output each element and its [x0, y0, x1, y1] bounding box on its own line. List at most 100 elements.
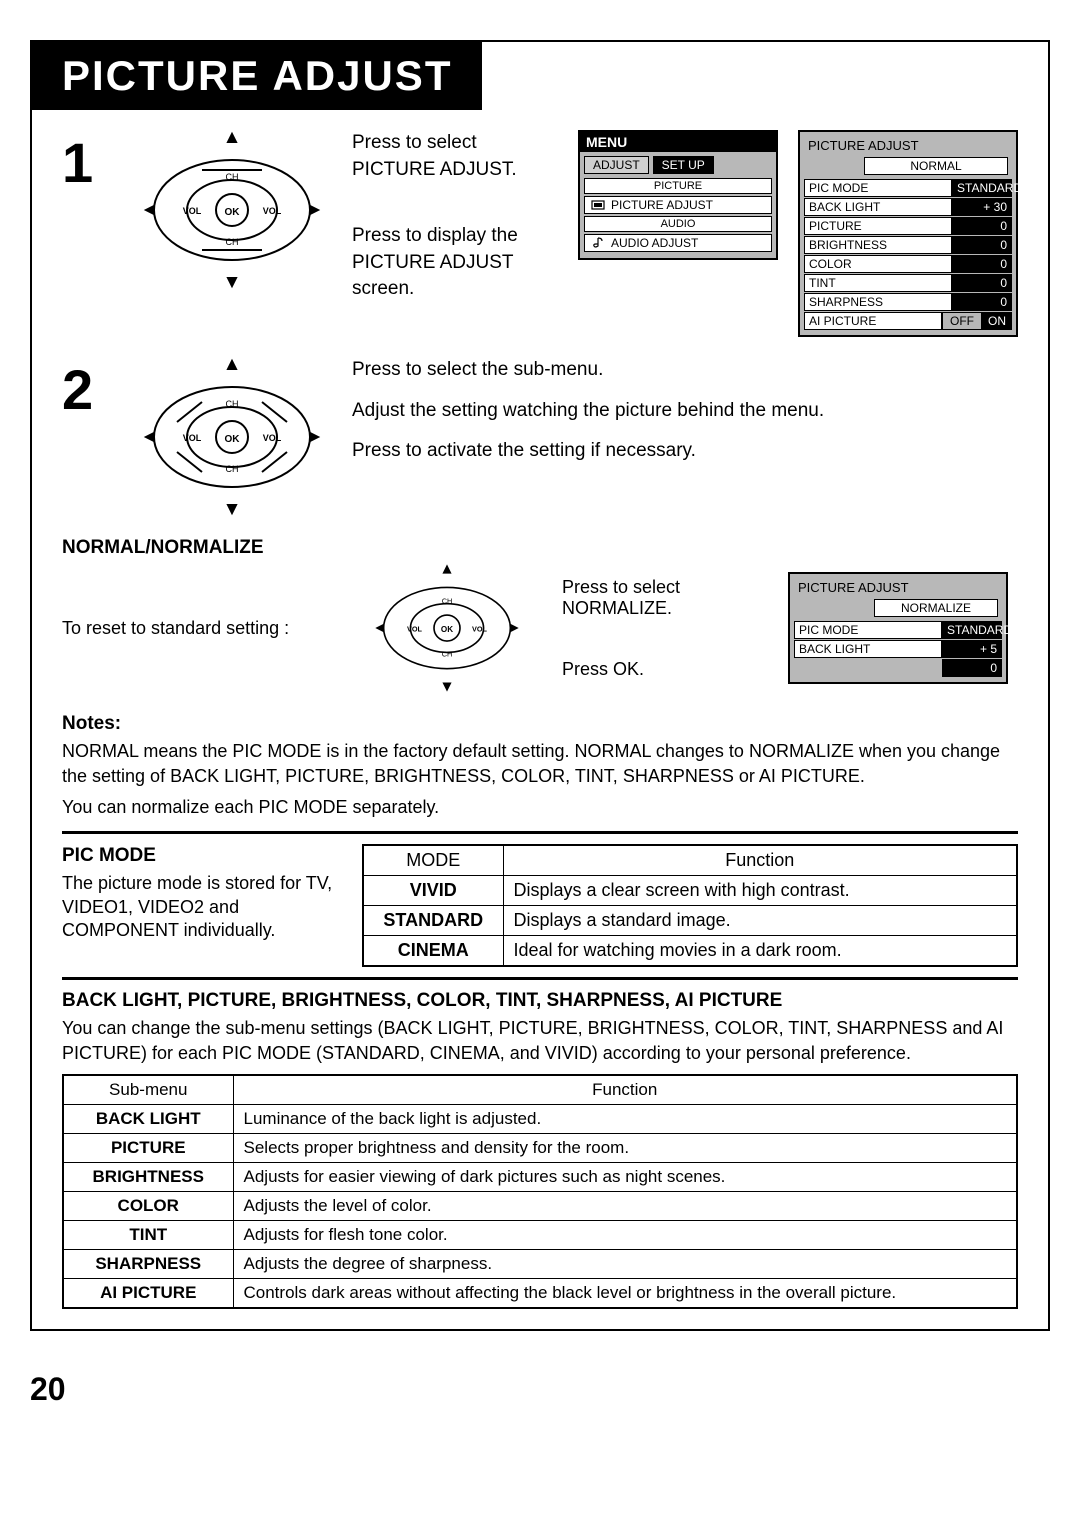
normalize-panel: PICTURE ADJUST NORMALIZE PIC MODESTANDAR…	[788, 572, 1008, 684]
normalize-label: BACK LIGHT	[794, 640, 942, 658]
normalize-value: STANDARD	[942, 621, 1002, 639]
pic-mode-heading: PIC MODE	[62, 844, 342, 869]
adjust-label: BACK LIGHT	[804, 198, 952, 216]
table-row: PICTURE	[63, 1133, 233, 1162]
step-1: 1 OK VOL VOL CH CH	[62, 130, 1018, 337]
step2-line2: Adjust the setting watching the picture …	[352, 398, 1018, 425]
table-row: Displays a clear screen with high contra…	[503, 875, 1017, 905]
svg-text:CH: CH	[226, 464, 239, 474]
normalize-extra-val: 0	[942, 659, 1002, 677]
pic-mode-section: PIC MODE The picture mode is stored for …	[62, 844, 1018, 967]
dpad-icon: OK VOL VOL CH CH	[142, 130, 322, 290]
normalize-btn[interactable]: NORMALIZE	[874, 599, 998, 617]
svg-text:OK: OK	[225, 434, 241, 445]
dpad-icon-3: OK VOL VOL CH CH	[372, 563, 522, 693]
table-row: AI PICTURE	[63, 1278, 233, 1308]
table-row: Adjusts for easier viewing of dark pictu…	[233, 1162, 1017, 1191]
dpad-icon-2: OK VOL VOL CH CH	[142, 357, 322, 517]
backlight-desc: You can change the sub-menu settings (BA…	[62, 1016, 1018, 1066]
table-row: BACK LIGHT	[63, 1104, 233, 1133]
adjust-title: PICTURE ADJUST	[804, 136, 1012, 155]
ai-off[interactable]: OFF	[942, 312, 982, 330]
svg-text:CH: CH	[226, 237, 239, 247]
step-1-number: 1	[62, 130, 112, 195]
normalize-panel-title: PICTURE ADJUST	[794, 578, 1002, 597]
ai-on[interactable]: ON	[982, 312, 1012, 330]
table-row: VIVID	[363, 875, 503, 905]
sub-menu-table: Sub-menu Function BACK LIGHTLuminance of…	[62, 1074, 1018, 1309]
menu-picture-adjust[interactable]: PICTURE ADJUST	[584, 196, 772, 214]
svg-text:CH: CH	[226, 172, 239, 182]
step-2-number: 2	[62, 357, 112, 422]
adjust-value: STANDARD	[952, 179, 1012, 197]
table-row: BRIGHTNESS	[63, 1162, 233, 1191]
adjust-label: BRIGHTNESS	[804, 236, 952, 254]
picture-icon	[591, 198, 605, 212]
svg-text:OK: OK	[225, 207, 241, 218]
svg-text:OK: OK	[441, 625, 453, 634]
page-number: 20	[30, 1371, 1080, 1408]
notes-line1: NORMAL means the PIC MODE is in the fact…	[62, 739, 1018, 789]
adjust-value: + 30	[952, 198, 1012, 216]
normalize-heading: NORMAL/NORMALIZE	[62, 537, 1018, 559]
normalize-value: + 5	[942, 640, 1002, 658]
page-title: PICTURE ADJUST	[32, 42, 482, 110]
normalize-press-ok: Press OK.	[562, 659, 778, 680]
svg-text:VOL: VOL	[472, 624, 488, 633]
func-header: Function	[503, 845, 1017, 876]
adjust-label: PIC MODE	[804, 179, 952, 197]
menu-panel: MENU ADJUST SET UP PICTURE PICTURE ADJUS…	[578, 130, 778, 260]
table-row: COLOR	[63, 1191, 233, 1220]
table-row: Selects proper brightness and density fo…	[233, 1133, 1017, 1162]
svg-text:CH: CH	[442, 649, 453, 658]
backlight-heading: BACK LIGHT, PICTURE, BRIGHTNESS, COLOR, …	[62, 990, 1018, 1012]
submenu-func-header: Function	[233, 1075, 1017, 1105]
svg-text:CH: CH	[226, 399, 239, 409]
svg-text:VOL: VOL	[263, 206, 282, 216]
notes-line2: You can normalize each PIC MODE separate…	[62, 795, 1018, 820]
step-2: 2 OK VOL VOL CH CH	[62, 357, 1018, 517]
svg-text:VOL: VOL	[183, 206, 202, 216]
menu-header: MENU	[580, 132, 776, 152]
adjust-label: PICTURE	[804, 217, 952, 235]
menu-picture: PICTURE	[584, 178, 772, 194]
audio-icon	[591, 236, 605, 250]
step1-text-b: Press to display the PICTURE ADJUST scre…	[352, 223, 558, 303]
step2-line3: Press to activate the setting if necessa…	[352, 438, 1018, 465]
pic-mode-table: MODE Function VIVIDDisplays a clear scre…	[362, 844, 1018, 967]
adjust-label: COLOR	[804, 255, 952, 273]
picture-adjust-panel: PICTURE ADJUST NORMAL PIC MODESTANDARDBA…	[798, 130, 1018, 337]
adjust-value: 0	[952, 274, 1012, 292]
adjust-value: 0	[952, 293, 1012, 311]
table-row: Adjusts the degree of sharpness.	[233, 1249, 1017, 1278]
table-row: Luminance of the back light is adjusted.	[233, 1104, 1017, 1133]
table-row: SHARPNESS	[63, 1249, 233, 1278]
step2-line1: Press to select the sub-menu.	[352, 357, 1018, 384]
submenu-header: Sub-menu	[63, 1075, 233, 1105]
adjust-label: SHARPNESS	[804, 293, 952, 311]
table-row: TINT	[63, 1220, 233, 1249]
table-row: STANDARD	[363, 905, 503, 935]
menu-audio-adjust[interactable]: AUDIO ADJUST	[584, 234, 772, 252]
normalize-label: PIC MODE	[794, 621, 942, 639]
notes-heading: Notes:	[62, 713, 1018, 735]
ai-picture-label: AI PICTURE	[804, 312, 942, 330]
table-row: Displays a standard image.	[503, 905, 1017, 935]
mode-header: MODE	[363, 845, 503, 876]
table-row: Adjusts for flesh tone color.	[233, 1220, 1017, 1249]
table-row: Ideal for watching movies in a dark room…	[503, 935, 1017, 966]
adjust-normal[interactable]: NORMAL	[864, 157, 1008, 175]
svg-text:VOL: VOL	[407, 624, 423, 633]
tab-adjust[interactable]: ADJUST	[584, 156, 649, 174]
svg-text:CH: CH	[442, 597, 453, 606]
tab-setup[interactable]: SET UP	[653, 156, 714, 174]
svg-text:VOL: VOL	[263, 433, 282, 443]
normalize-reset-text: To reset to standard setting :	[62, 618, 332, 639]
divider	[62, 831, 1018, 834]
pic-mode-desc: The picture mode is stored for TV, VIDEO…	[62, 872, 342, 942]
normalize-row: To reset to standard setting : OK VOL VO…	[62, 563, 1018, 693]
adjust-value: 0	[952, 217, 1012, 235]
step1-text-a: Press to select PICTURE ADJUST.	[352, 130, 558, 183]
adjust-value: 0	[952, 255, 1012, 273]
svg-text:VOL: VOL	[183, 433, 202, 443]
